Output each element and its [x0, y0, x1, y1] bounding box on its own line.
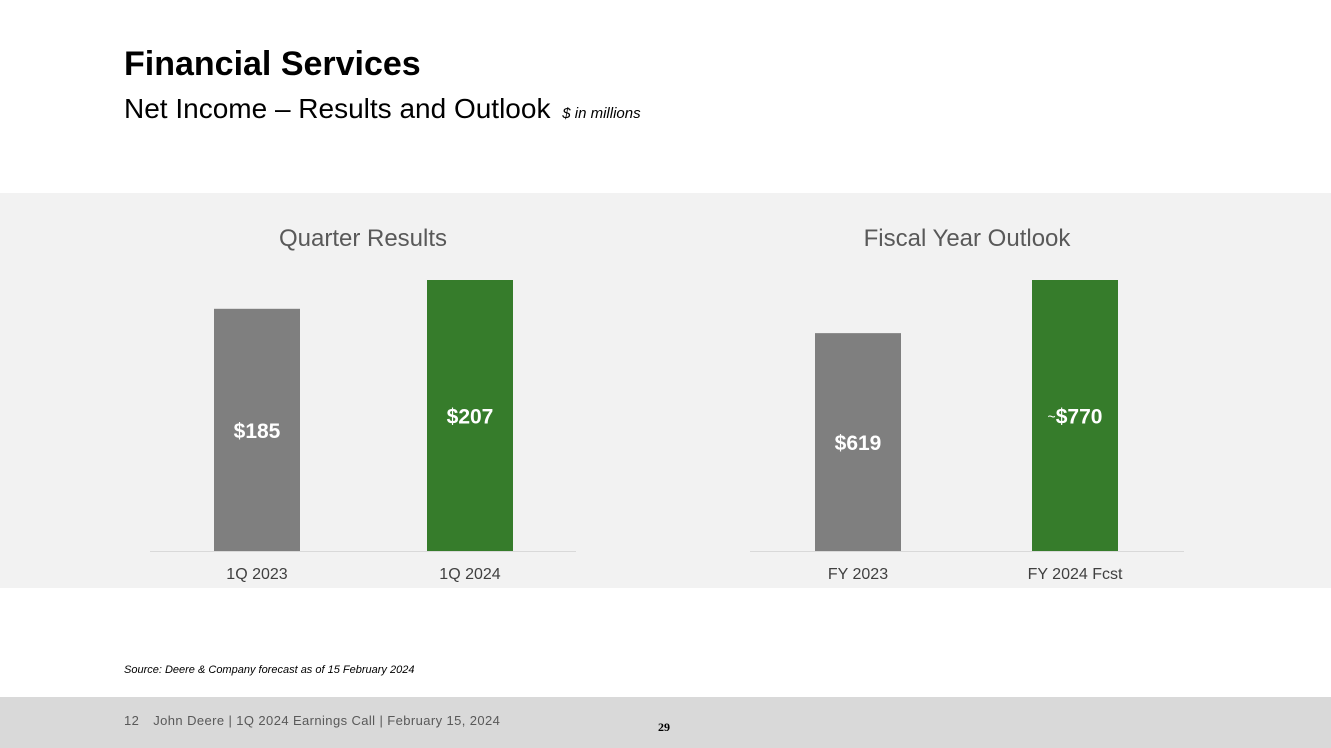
footer-bar: 12 John Deere | 1Q 2024 Earnings Call | F… [0, 697, 1331, 748]
chart-1-category-2: 1Q 2024 [439, 566, 500, 583]
chart-1-title: Quarter Results [279, 225, 447, 252]
chart-2-bar-1-label: $619 [835, 432, 882, 455]
chart-1-bar-2 [427, 280, 513, 551]
chart-2-category-2: FY 2024 Fcst [1028, 566, 1123, 583]
footer-caption: John Deere | 1Q 2024 Earnings Call | Feb… [153, 713, 501, 728]
chart-1-bar-2-label: $207 [447, 406, 494, 429]
page-title: Financial Services [124, 45, 421, 83]
chart-2-bar-2-label: ~$770 [1048, 406, 1103, 429]
charts-area: Quarter Results $185 1Q 2023 $207 1Q 2024 Fis… [150, 225, 1184, 583]
chart-2-title: Fiscal Year Outlook [864, 225, 1072, 252]
chart-2-category-1: FY 2023 [828, 566, 888, 583]
source-note: Source: Deere & Company forecast as of 1… [124, 664, 415, 676]
chart-1-category-1: 1Q 2023 [226, 566, 287, 583]
chart-1-bar-1 [214, 308, 300, 551]
subtitle-text: Net Income – Results and Outlook [124, 93, 551, 124]
chart-1-bar-1-label: $185 [234, 420, 281, 443]
page-subtitle: Net Income – Results and Outlook $ in mi… [124, 92, 641, 131]
chart-2-bar-2 [1032, 280, 1118, 551]
footer-page-number: 12 [124, 713, 140, 728]
chart-2-bar-1 [815, 333, 901, 551]
units-note: $ in millions [562, 105, 641, 122]
footer-slide-number: 29 [658, 720, 670, 734]
footer-text: 12 John Deere | 1Q 2024 Earnings Call | F… [124, 713, 500, 728]
